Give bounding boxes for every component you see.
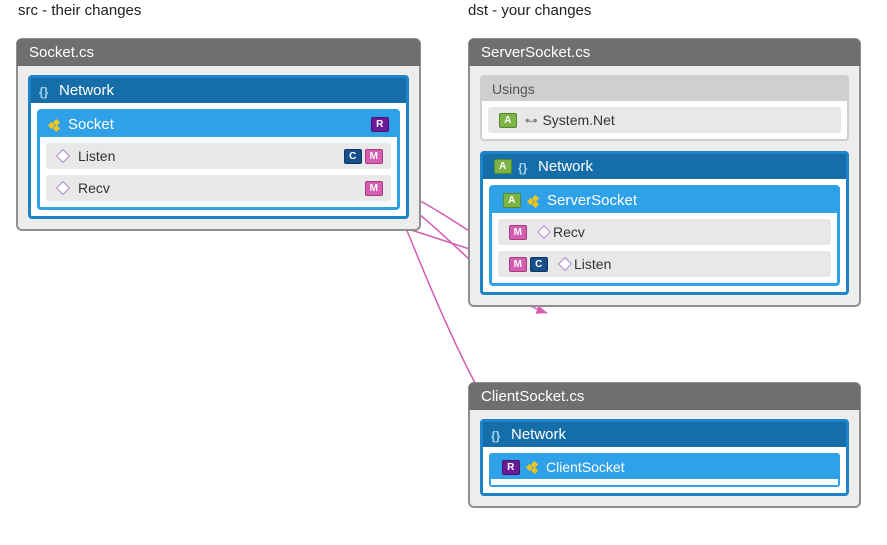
member-name: Recv [78, 180, 110, 196]
namespace-header: Network [31, 78, 406, 103]
class-name: Socket [68, 116, 114, 133]
file-title: Socket.cs [17, 39, 420, 66]
using-icon: •-• [525, 112, 536, 128]
namespace-box: Network R ClientSocket [480, 419, 849, 496]
namespace-box: A Network A ServerSocket M Recv [480, 151, 849, 295]
badge-m: M [509, 257, 527, 272]
dst-file-serversocket: ServerSocket.cs Usings A •-• System.Net … [468, 38, 861, 307]
namespace-icon [518, 160, 532, 174]
class-header: Socket R [40, 112, 397, 137]
src-file-socket: Socket.cs Network Socket R [16, 38, 421, 231]
class-box-clientsocket: R ClientSocket [489, 453, 840, 487]
class-icon [527, 194, 541, 208]
file-title: ServerSocket.cs [469, 39, 860, 66]
member-name: Listen [78, 148, 115, 164]
badge-r: R [502, 460, 520, 475]
member-recv[interactable]: M Recv [498, 219, 831, 245]
dst-header: dst - your changes [468, 2, 591, 19]
namespace-label: Network [511, 426, 566, 443]
badge-c: C [344, 149, 362, 164]
badge-m: M [365, 149, 383, 164]
badge-r: R [371, 117, 389, 132]
namespace-header: Network [483, 422, 846, 447]
badge-a: A [499, 113, 517, 128]
using-name: System.Net [542, 112, 614, 128]
method-icon [56, 149, 70, 163]
src-header: src - their changes [18, 2, 141, 19]
namespace-label: Network [59, 82, 114, 99]
badge-a: A [503, 193, 521, 208]
method-icon [56, 181, 70, 195]
namespace-icon [491, 428, 505, 442]
usings-box: Usings A •-• System.Net [480, 75, 849, 141]
member-recv[interactable]: Recv M [46, 175, 391, 201]
namespace-header: A Network [483, 154, 846, 179]
class-name: ClientSocket [546, 459, 625, 475]
badge-c: C [530, 257, 548, 272]
member-name: Listen [574, 256, 611, 272]
usings-header: Usings [482, 77, 847, 101]
badge-m: M [365, 181, 383, 196]
class-icon [48, 118, 62, 132]
class-name: ServerSocket [547, 192, 637, 209]
method-icon [558, 257, 572, 271]
namespace-label: Network [538, 158, 593, 175]
member-listen[interactable]: M C Listen [498, 251, 831, 277]
method-icon [537, 225, 551, 239]
class-header: R ClientSocket [491, 455, 838, 479]
dst-file-clientsocket: ClientSocket.cs Network R ClientSocket [468, 382, 861, 508]
class-header: A ServerSocket [492, 188, 837, 213]
namespace-box: Network Socket R Listen [28, 75, 409, 219]
class-box-socket: Socket R Listen C M [37, 109, 400, 210]
class-box-serversocket: A ServerSocket M Recv M [489, 185, 840, 286]
member-listen[interactable]: Listen C M [46, 143, 391, 169]
using-system-net[interactable]: A •-• System.Net [488, 107, 841, 133]
member-name: Recv [553, 224, 585, 240]
badge-m: M [509, 225, 527, 240]
file-title: ClientSocket.cs [469, 383, 860, 410]
badge-a: A [494, 159, 512, 174]
namespace-icon [39, 84, 53, 98]
class-icon [526, 460, 540, 474]
